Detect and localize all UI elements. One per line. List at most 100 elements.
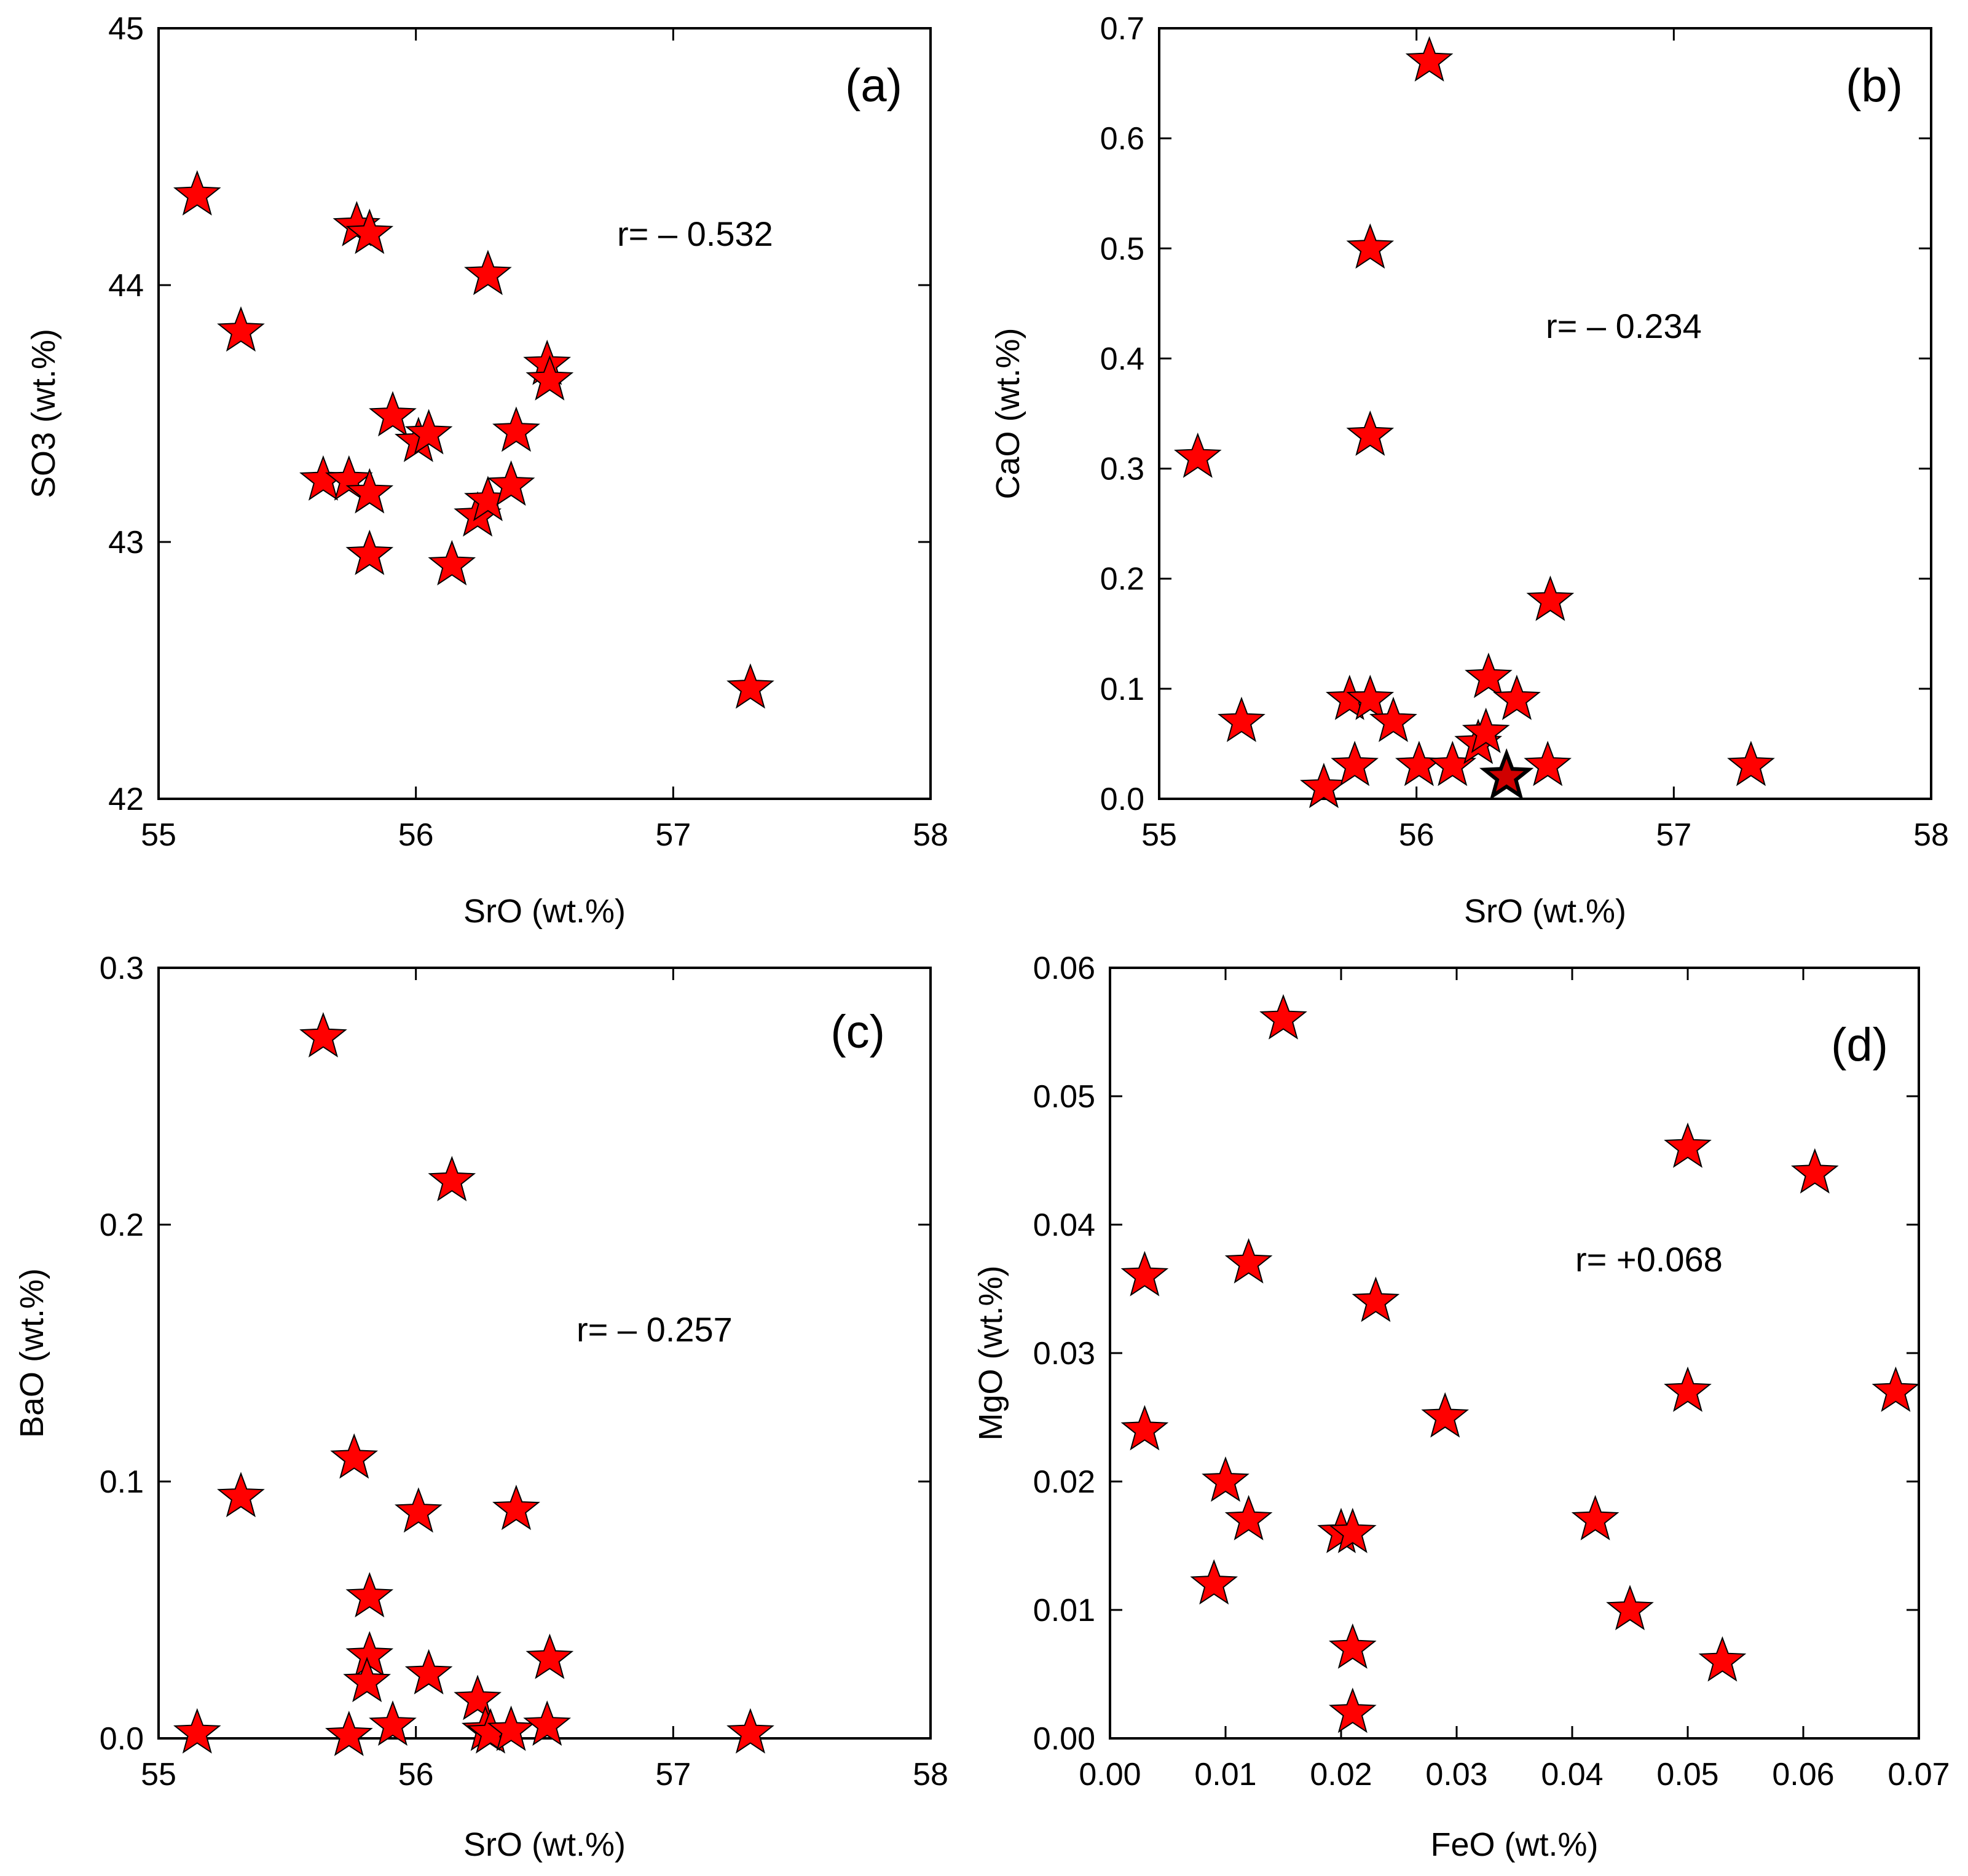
x-tick-label: 58 xyxy=(913,1757,948,1792)
panel-label: (a) xyxy=(845,60,902,112)
correlation-annotation: r= – 0.532 xyxy=(617,214,773,253)
data-point-star xyxy=(1405,36,1454,82)
data-point-star xyxy=(525,1633,574,1679)
x-tick-label: 55 xyxy=(1141,817,1177,853)
x-tick-label: 0.01 xyxy=(1194,1757,1256,1792)
data-point-star xyxy=(525,355,574,401)
y-tick-labels: 0.00 0.01 0.02 0.03 0.04 0.05 0.06 xyxy=(1033,951,1095,1757)
x-axis-title: SrO (wt.%) xyxy=(1464,893,1626,930)
x-tick-label: 57 xyxy=(655,1757,691,1792)
y-tick-label: 43 xyxy=(108,525,144,560)
y-tick-label: 0.5 xyxy=(1100,231,1144,267)
y-tick-label: 44 xyxy=(108,268,144,304)
data-point-star xyxy=(343,1657,392,1703)
x-tick-labels: 55 56 57 58 xyxy=(141,817,948,853)
data-point-star xyxy=(1395,740,1443,787)
x-tick-labels: 55 56 57 58 xyxy=(141,1757,948,1792)
data-point-star xyxy=(1664,1366,1712,1412)
y-tick-label: 0.02 xyxy=(1033,1464,1095,1500)
x-tick-labels: 0.00 0.01 0.02 0.03 0.04 0.05 0.06 0.07 xyxy=(1079,1757,1950,1792)
data-point-star xyxy=(173,1708,221,1754)
y-tick-label: 42 xyxy=(108,782,144,817)
data-point-star xyxy=(1421,1392,1470,1438)
data-point-star xyxy=(299,1012,347,1058)
data-point-star xyxy=(1698,1636,1747,1682)
y-tick-label: 0.3 xyxy=(100,951,144,986)
data-points xyxy=(173,170,774,709)
y-tick-label: 0.7 xyxy=(1100,11,1144,47)
x-tick-label: 0.00 xyxy=(1079,1757,1141,1792)
data-point-star xyxy=(1664,1122,1712,1168)
data-point-star xyxy=(1526,575,1575,621)
y-tick-label: 0.2 xyxy=(100,1207,144,1243)
y-axis-title: CaO (wt.%) xyxy=(990,328,1026,499)
y-tick-label: 0.0 xyxy=(1100,782,1144,817)
data-point-star xyxy=(454,1674,502,1721)
y-tick-label: 0.4 xyxy=(1100,341,1144,377)
data-point-star xyxy=(1346,674,1395,720)
plot-frame xyxy=(1109,967,1920,1740)
data-points xyxy=(173,1012,774,1756)
data-point-star xyxy=(1465,653,1513,699)
data-point-star xyxy=(1524,740,1572,787)
y-tick-label: 0.1 xyxy=(100,1464,144,1500)
y-tick-label: 0.6 xyxy=(1100,121,1144,157)
data-point-star xyxy=(1727,740,1775,787)
panel-label: (b) xyxy=(1846,60,1903,112)
data-point-star xyxy=(1120,1405,1169,1451)
panel-a: 55 56 57 58 42 43 44 45 (a) r= – 0.532 SrO (wt… xyxy=(25,11,948,930)
data-point-star xyxy=(487,460,535,506)
y-tick-label: 0.05 xyxy=(1033,1079,1095,1115)
y-tick-label: 45 xyxy=(108,11,144,47)
x-tick-label: 0.06 xyxy=(1772,1757,1834,1792)
x-axis-title: SrO (wt.%) xyxy=(463,893,626,930)
data-point-star xyxy=(173,170,221,216)
x-tick-label: 56 xyxy=(398,1757,434,1792)
x-tick-label: 0.05 xyxy=(1656,1757,1718,1792)
y-tick-label: 0.0 xyxy=(100,1721,144,1757)
data-point-star xyxy=(333,201,381,246)
data-point-star xyxy=(428,1156,476,1202)
data-point-star xyxy=(345,1572,394,1618)
data-point-star xyxy=(1331,740,1379,787)
x-tick-label: 55 xyxy=(141,817,176,853)
x-tick-label: 0.03 xyxy=(1425,1757,1487,1792)
plot-frame xyxy=(157,27,932,800)
tick-marks xyxy=(1158,27,1932,800)
panel-c: 55 56 57 58 0.0 0.1 0.2 0.3 (c) r= – 0.257 SrO… xyxy=(14,951,948,1863)
data-point-star xyxy=(404,409,453,455)
x-tick-label: 56 xyxy=(398,817,434,853)
data-point-star xyxy=(404,1649,453,1695)
y-tick-label: 0.04 xyxy=(1033,1207,1095,1243)
data-point-star xyxy=(1346,223,1395,269)
data-point-star xyxy=(369,1700,417,1746)
correlation-annotation: r= – 0.257 xyxy=(577,1310,733,1349)
y-tick-label: 0.06 xyxy=(1033,951,1095,986)
data-point-star xyxy=(487,1705,535,1751)
correlation-annotation: r= – 0.234 xyxy=(1546,307,1702,345)
data-point-star xyxy=(1218,696,1265,742)
y-tick-label: 0.3 xyxy=(1100,452,1144,487)
panel-label: (d) xyxy=(1831,1019,1888,1071)
data-point-star xyxy=(1328,1507,1377,1553)
y-tick-labels: 0.0 0.1 0.2 0.3 0.4 0.5 0.6 0.7 xyxy=(1100,11,1144,817)
plot-frame xyxy=(1158,27,1932,800)
tick-marks xyxy=(157,27,932,800)
x-tick-label: 0.02 xyxy=(1310,1757,1372,1792)
x-tick-label: 55 xyxy=(141,1757,176,1792)
data-point-star xyxy=(523,1700,572,1746)
x-tick-label: 57 xyxy=(1656,817,1691,853)
x-tick-label: 56 xyxy=(1399,817,1435,853)
data-point-star xyxy=(1300,763,1348,809)
data-point-star xyxy=(1493,674,1541,720)
panel-d: 0.00 0.01 0.02 0.03 0.04 0.05 0.06 0.07 0.000.0… xyxy=(972,951,1950,1863)
data-point-star xyxy=(1120,1250,1169,1297)
correlation-annotation: r= +0.068 xyxy=(1575,1240,1723,1279)
data-point-star xyxy=(1224,1494,1273,1540)
x-tick-label: 0.04 xyxy=(1541,1757,1603,1792)
data-point-star xyxy=(1790,1148,1839,1194)
x-tick-label: 57 xyxy=(655,817,691,853)
data-point-star xyxy=(492,1485,540,1531)
data-point-star xyxy=(726,1708,774,1754)
y-tick-label: 0.03 xyxy=(1033,1336,1095,1372)
